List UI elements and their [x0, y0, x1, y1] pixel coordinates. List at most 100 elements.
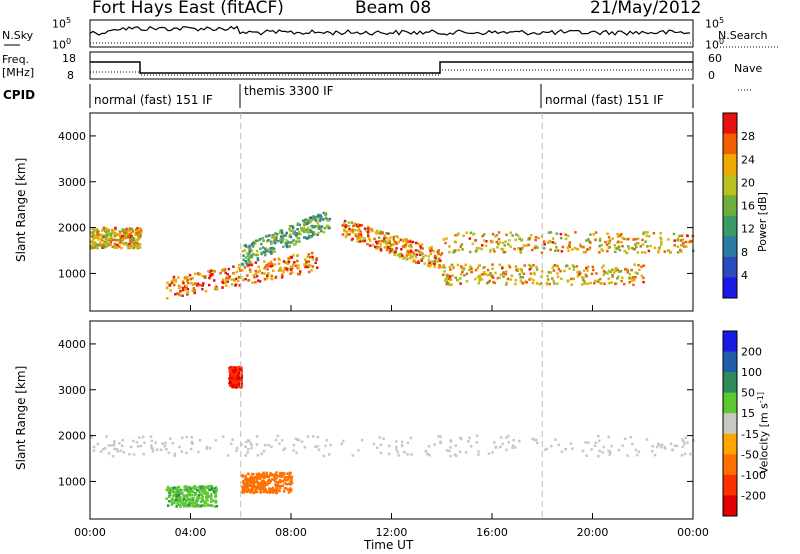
echo-pixel: [491, 263, 494, 266]
echo-pixel: [532, 271, 536, 275]
echo-pixel: [535, 268, 539, 271]
echo-pixel: [571, 447, 574, 450]
echo-pixel: [676, 237, 680, 240]
echo-pixel: [413, 253, 416, 257]
echo-pixel: [270, 242, 273, 246]
echo-pixel: [129, 232, 133, 235]
echo-pixel: [388, 251, 392, 254]
echo-pixel: [402, 257, 405, 260]
echo-pixel: [242, 278, 245, 282]
echo-pixel: [519, 276, 522, 279]
echo-pixel: [441, 265, 444, 269]
echo-pixel: [597, 454, 600, 458]
echo-pixel: [129, 445, 133, 449]
echo-pixel: [462, 268, 466, 271]
echo-pixel: [307, 265, 310, 269]
echo-pixel: [420, 243, 424, 246]
echo-pixel: [281, 439, 284, 442]
echo-pixel: [376, 446, 379, 449]
echo-pixel: [594, 238, 597, 241]
echo-pixel: [685, 245, 688, 248]
echo-pixel: [281, 239, 284, 243]
echo-pixel: [501, 241, 505, 245]
echo-pixel: [261, 487, 265, 490]
echo-pixel: [118, 245, 121, 248]
echo-pixel: [595, 272, 598, 275]
echo-pixel: [484, 272, 487, 276]
echo-pixel: [465, 280, 469, 283]
echo-pixel: [278, 442, 281, 445]
echo-pixel: [319, 214, 322, 217]
echo-pixel: [288, 241, 292, 245]
echo-pixel: [363, 237, 366, 240]
echo-pixel: [495, 240, 498, 244]
echo-pixel: [234, 379, 237, 383]
echo-pixel: [191, 502, 194, 505]
echo-pixel: [628, 272, 631, 276]
echo-pixel: [430, 248, 434, 252]
echo-pixel: [252, 240, 256, 243]
echo-pixel: [288, 228, 291, 231]
echo-pixel: [196, 489, 199, 492]
echo-pixel: [469, 231, 473, 235]
echo-pixel: [651, 450, 654, 453]
echo-pixel: [325, 217, 329, 221]
echo-pixel: [583, 282, 587, 285]
echo-pixel: [647, 234, 651, 238]
echo-pixel: [529, 234, 533, 237]
echo-pixel: [281, 479, 284, 483]
echo-pixel: [531, 437, 535, 441]
echo-pixel: [549, 248, 552, 251]
echo-pixel: [313, 217, 316, 220]
echo-pixel: [275, 484, 278, 487]
y-tick-label: 2000: [58, 222, 86, 235]
echo-pixel: [260, 452, 263, 456]
echo-pixel: [214, 287, 217, 291]
x-tick-label: 00:00: [677, 526, 709, 539]
echo-pixel: [591, 265, 595, 269]
echo-pixel: [393, 253, 396, 256]
echo-pixel: [576, 275, 580, 278]
echo-pixel: [505, 270, 508, 273]
echo-pixel: [324, 444, 327, 448]
nsearch-tick-bottom: 100: [705, 37, 725, 52]
echo-pixel: [169, 500, 173, 503]
echo-pixel: [415, 261, 418, 264]
echo-pixel: [196, 499, 199, 502]
echo-pixel: [385, 231, 388, 235]
colorbar-tick-label: 20: [741, 176, 755, 189]
echo-pixel: [250, 254, 253, 257]
echo-pixel: [431, 260, 434, 263]
echo-pixel: [445, 237, 448, 240]
echo-pixel: [540, 275, 543, 278]
echo-pixel: [286, 268, 289, 272]
echo-pixel: [514, 238, 517, 242]
echo-pixel: [285, 483, 288, 486]
echo-pixel: [585, 266, 588, 270]
echo-pixel: [475, 441, 479, 444]
echo-pixel: [460, 265, 463, 268]
echo-pixel: [233, 366, 236, 369]
echo-pixel: [378, 246, 382, 249]
echo-pixel: [437, 435, 440, 438]
echo-pixel: [589, 241, 592, 244]
echo-pixel: [186, 276, 189, 279]
echo-pixel: [308, 234, 311, 238]
echo-pixel: [97, 238, 100, 241]
echo-pixel: [120, 246, 123, 250]
echo-pixel: [585, 275, 588, 278]
echo-pixel: [206, 503, 209, 506]
echo-pixel: [260, 252, 264, 256]
echo-pixel: [612, 271, 616, 274]
echo-pixel: [191, 442, 194, 445]
echo-pixel: [449, 278, 453, 282]
echo-pixel: [396, 253, 400, 256]
echo-pixel: [660, 443, 664, 446]
echo-pixel: [601, 249, 605, 252]
echo-pixel: [257, 265, 260, 269]
colorbar-tick-label: -15: [741, 428, 759, 441]
echo-pixel: [96, 233, 100, 236]
echo-pixel: [444, 277, 448, 281]
echo-pixel: [227, 454, 230, 457]
echo-pixel: [351, 237, 354, 241]
